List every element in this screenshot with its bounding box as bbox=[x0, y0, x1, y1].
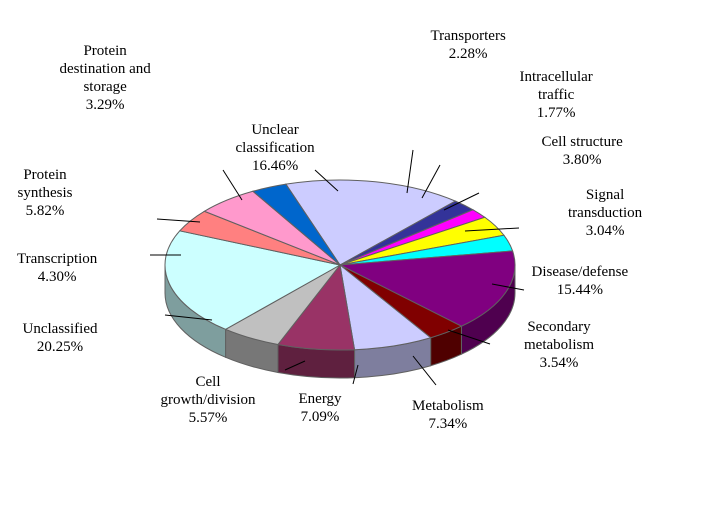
slice-label: Unclassified 20.25% bbox=[23, 320, 98, 356]
slice-value: 7.34% bbox=[428, 416, 467, 432]
slice-value: 15.44% bbox=[557, 282, 603, 298]
slice-name: Unclearclassification bbox=[236, 122, 315, 156]
slice-label: Transporters 2.28% bbox=[431, 27, 506, 63]
slice-value: 4.30% bbox=[38, 269, 77, 285]
slice-value: 16.46% bbox=[252, 158, 298, 174]
slice-label: Transcription 4.30% bbox=[17, 250, 97, 286]
slice-name: Intracellulartraffic bbox=[520, 69, 593, 103]
pie-chart: Unclearclassification 16.46% Transporters 2… bbox=[0, 0, 717, 521]
slice-label: Unclearclassification 16.46% bbox=[236, 121, 315, 175]
slice-value: 1.77% bbox=[537, 105, 576, 121]
slice-label: Intracellulartraffic 1.77% bbox=[520, 68, 593, 122]
slice-label: Proteinsynthesis 5.82% bbox=[18, 166, 73, 220]
slice-value: 7.09% bbox=[301, 409, 340, 425]
slice-name: Proteinsynthesis bbox=[18, 167, 73, 201]
slice-label: Metabolism 7.34% bbox=[412, 397, 484, 433]
slice-name: Cell structure bbox=[542, 134, 623, 150]
slice-value: 3.80% bbox=[563, 152, 602, 168]
slice-label: Cell structure 3.80% bbox=[542, 133, 623, 169]
slice-value: 3.29% bbox=[86, 97, 125, 113]
slice-name: Metabolism bbox=[412, 398, 484, 414]
slice-label: Signaltransduction 3.04% bbox=[568, 186, 642, 240]
slice-label: Disease/defense 15.44% bbox=[532, 263, 629, 299]
slice-label: Energy 7.09% bbox=[299, 390, 342, 426]
slice-label: Secondarymetabolism 3.54% bbox=[524, 318, 594, 372]
slice-name: Signaltransduction bbox=[568, 187, 642, 221]
slice-name: Unclassified bbox=[23, 321, 98, 337]
slice-name: Energy bbox=[299, 391, 342, 407]
slice-value: 3.54% bbox=[540, 355, 579, 371]
slice-name: Cellgrowth/division bbox=[161, 374, 256, 408]
slice-name: Disease/defense bbox=[532, 264, 629, 280]
slice-value: 5.82% bbox=[26, 203, 65, 219]
slice-value: 20.25% bbox=[37, 339, 83, 355]
slice-name: Secondarymetabolism bbox=[524, 319, 594, 353]
slice-name: Proteindestination andstorage bbox=[60, 43, 151, 95]
slice-name: Transcription bbox=[17, 251, 97, 267]
slice-name: Transporters bbox=[431, 28, 506, 44]
slice-label: Cellgrowth/division 5.57% bbox=[161, 373, 256, 427]
slice-value: 5.57% bbox=[189, 410, 228, 426]
slice-value: 2.28% bbox=[449, 46, 488, 62]
slice-label: Proteindestination andstorage 3.29% bbox=[60, 42, 151, 114]
slice-value: 3.04% bbox=[586, 223, 625, 239]
